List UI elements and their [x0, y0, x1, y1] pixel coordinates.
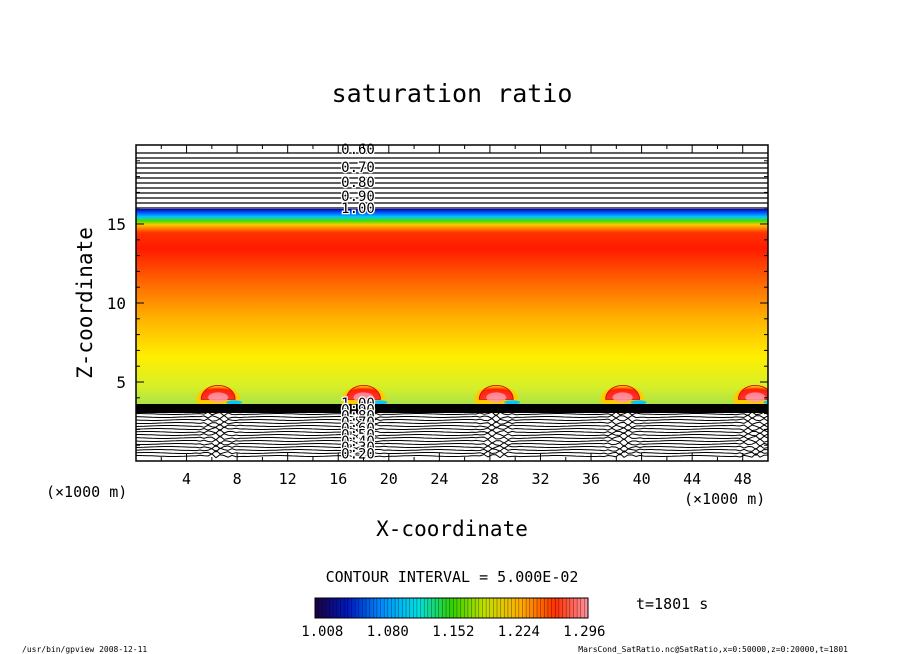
cloud-edge: [371, 400, 388, 405]
lower-contour-label: 0.60: [341, 421, 375, 437]
colorbar-lines: [318, 598, 585, 618]
lower-contour-line: [136, 435, 768, 441]
x-tick-label: 36: [582, 470, 600, 488]
lower-contour-lines: [136, 411, 768, 459]
lower-contour-line: [136, 423, 768, 429]
lower-contour-line: [136, 420, 768, 427]
lower-contour-line: [136, 414, 768, 420]
y-axis-label: Z-coordinate: [73, 227, 97, 379]
x-axis: 4 8 12 16 20 24 28 32 36 40 44 48: [160, 145, 752, 488]
upper-contour-labels: 0.600.700.800.901.00: [340, 141, 376, 219]
upper-contour-label: 0.70: [341, 160, 375, 176]
cloud-core: [353, 392, 374, 403]
colorbar-tick-label: 1.152: [432, 624, 474, 640]
lower-contour-label: 0.40: [341, 434, 375, 450]
x-tick-label: 44: [683, 470, 701, 488]
upper-contour-label: 1.00: [341, 201, 375, 217]
lower-contour-line: [136, 446, 768, 453]
colorbar: [314, 597, 589, 619]
lower-contour-line: [136, 441, 768, 448]
cloud-edge: [226, 400, 243, 405]
x-tick-label: 16: [329, 470, 347, 488]
lower-contour-labels: 1.000.900.800.700.600.500.400.300.20: [340, 395, 376, 464]
lower-contour-line: [136, 428, 768, 435]
x-tick-label: 32: [531, 470, 549, 488]
lower-contour-label: 0.20: [341, 446, 375, 462]
chart-title: saturation ratio: [332, 79, 573, 108]
cloud-core: [208, 392, 229, 403]
cloud-core: [745, 392, 766, 403]
colorbar-tick-label: 1.080: [367, 624, 409, 640]
x-tick-label: 12: [279, 470, 297, 488]
x-axis-label: X-coordinate: [376, 517, 528, 541]
colorbar-tick-label: 1.224: [498, 624, 540, 640]
x-axis-unit-left: (×1000 m): [46, 483, 127, 501]
cloud-edge: [763, 400, 768, 405]
cloud-edge: [630, 400, 647, 405]
y-tick-label: 5: [116, 373, 126, 392]
lower-contour-label: 0.70: [341, 415, 375, 431]
cloud-edge: [504, 400, 521, 405]
lower-contour-label: 1.00: [341, 396, 375, 412]
colorbar-tick-label: 1.296: [563, 624, 605, 640]
y-tick-label: 15: [107, 215, 126, 234]
colorbar-ticks: 1.008 1.080 1.152 1.224 1.296: [301, 624, 605, 640]
lower-contour-line: [136, 417, 768, 424]
lower-contour-line: [136, 426, 768, 432]
x-tick-label: 48: [734, 470, 752, 488]
lower-contour-line: [136, 431, 768, 438]
lower-contour-label: 0.90: [341, 402, 375, 418]
time-label: t=1801 s: [636, 595, 708, 613]
plot-area: [136, 152, 768, 459]
x-tick-label: 40: [633, 470, 651, 488]
x-axis-unit-right: (×1000 m): [684, 490, 765, 508]
lower-contour-line: [136, 444, 768, 450]
upper-contour-label: 0.80: [341, 175, 375, 191]
colorbar-tick-label: 1.008: [301, 624, 343, 640]
footer-left: /usr/bin/gpview 2008-12-11: [22, 645, 147, 654]
y-tick-label: 10: [107, 294, 126, 313]
dense-contour-band: [136, 404, 768, 413]
cloud-core: [612, 392, 633, 403]
lower-contour-label: 0.30: [341, 440, 375, 456]
lower-contour-line: [136, 452, 768, 459]
heatmap-field: [136, 209, 768, 406]
cloud-core: [486, 392, 507, 403]
x-tick-label: 4: [182, 470, 191, 488]
contour-interval-label: CONTOUR INTERVAL = 5.000E-02: [326, 568, 579, 586]
x-tick-label: 8: [233, 470, 242, 488]
x-tick-label: 20: [380, 470, 398, 488]
lower-contour-line: [136, 438, 768, 445]
lower-contour-line: [136, 411, 768, 417]
footer-right: MarsCond_SatRatio.nc@SatRatio,x=0:50000,…: [578, 645, 848, 654]
lower-contour-line: [136, 449, 768, 456]
x-tick-label: 28: [481, 470, 499, 488]
lower-contour-label: 0.50: [341, 428, 375, 444]
upper-contour-lines: [136, 152, 768, 209]
x-tick-label: 24: [430, 470, 448, 488]
y-axis: 5 10 15: [107, 160, 768, 446]
upper-contour-label: 0.90: [341, 189, 375, 205]
lower-contour-label: 0.80: [341, 409, 375, 425]
